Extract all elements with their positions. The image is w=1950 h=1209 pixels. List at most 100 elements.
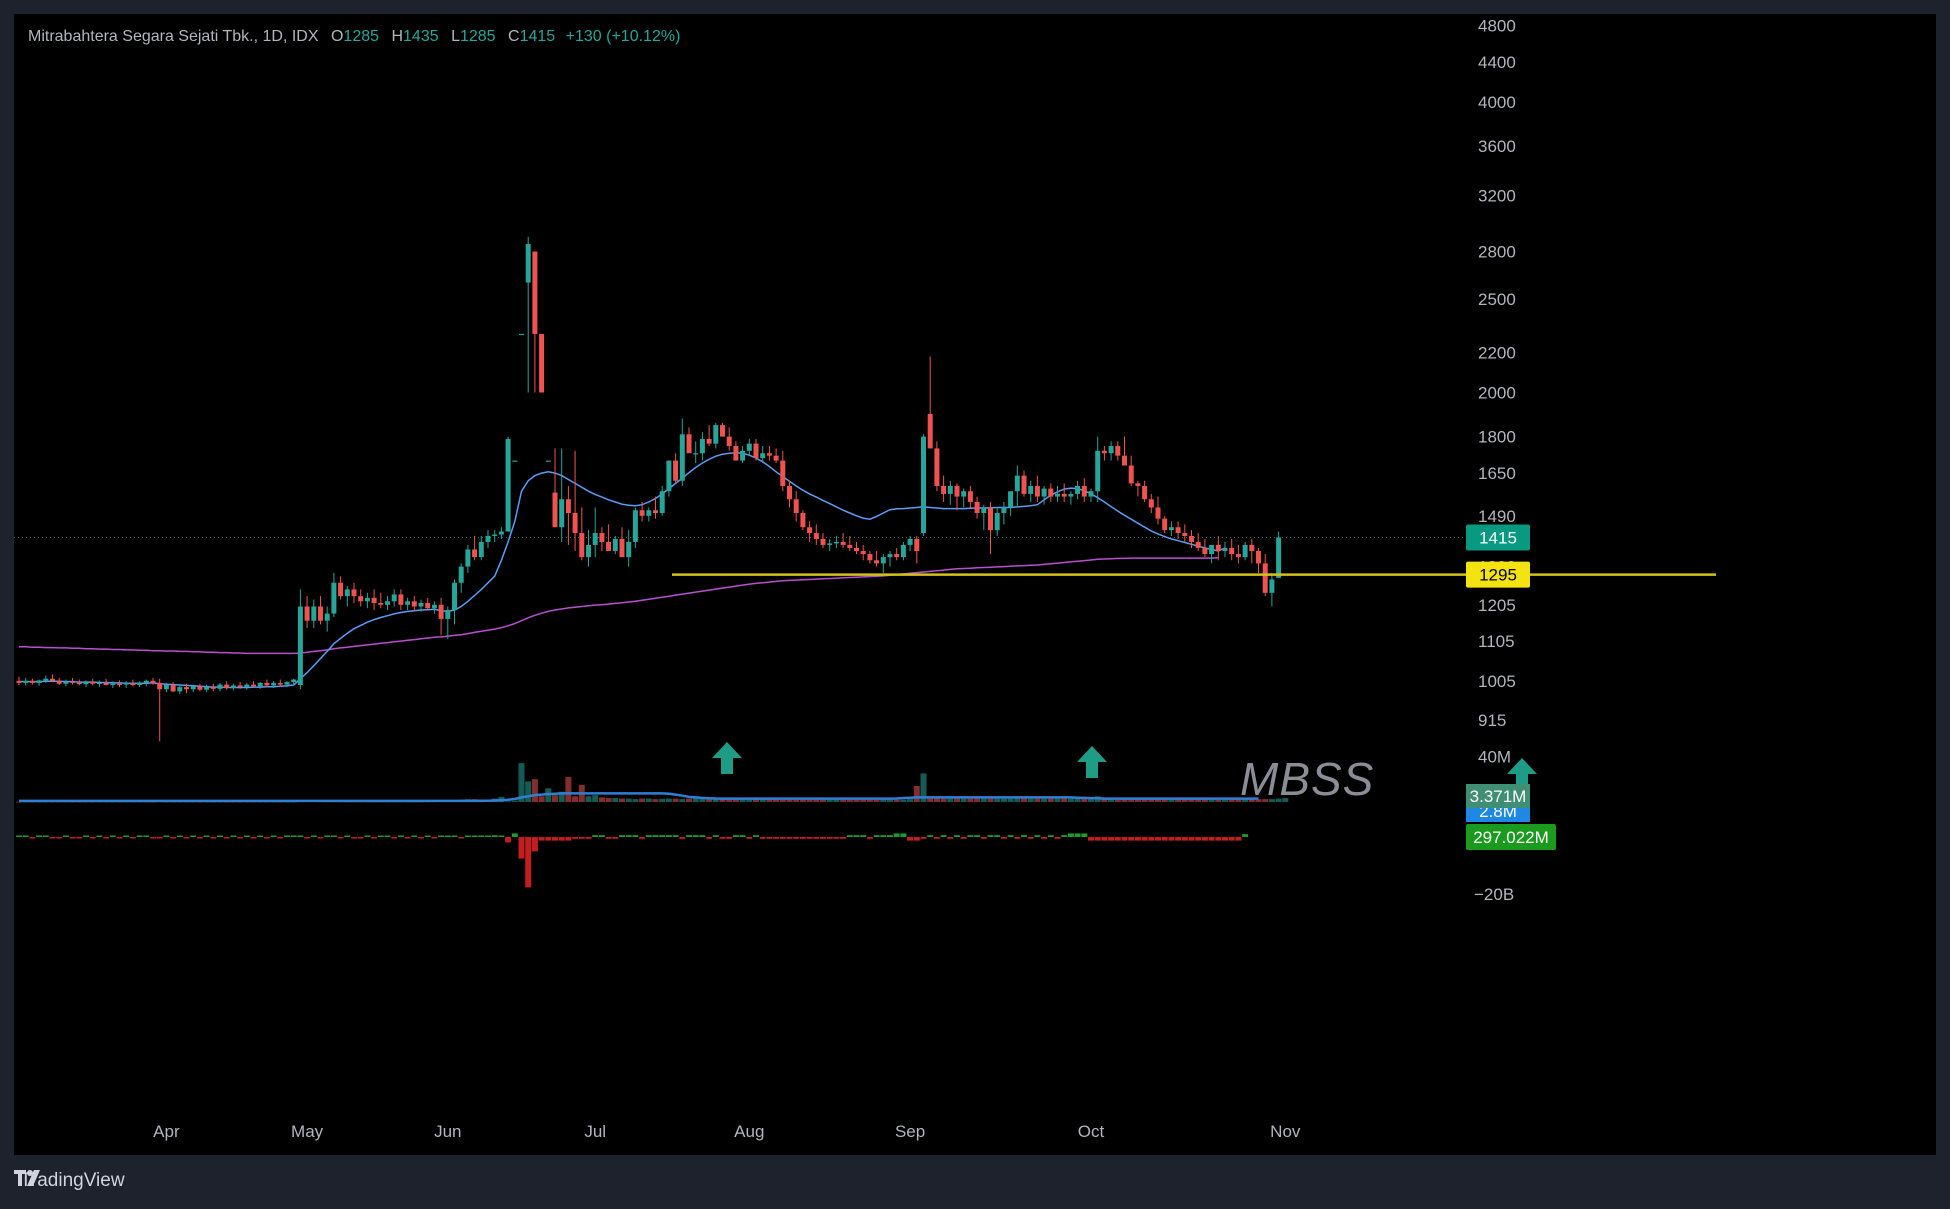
candle [96,680,102,688]
obv-bar [330,835,337,837]
candle [197,683,203,692]
volume-bar [846,799,853,802]
obv-bar [1161,837,1168,841]
candle [1028,480,1034,502]
candle [572,450,578,551]
obv-bar [217,835,223,837]
candle [1175,521,1181,539]
obv-bar [404,837,411,839]
obv-bar [438,835,445,837]
obv-bar [196,837,203,839]
candle [632,507,638,548]
volume-bar [679,799,686,802]
obv-bar [840,837,847,839]
obv-bar [1047,835,1054,837]
obv-bar [270,835,277,837]
low-label: L [451,28,460,45]
obv-last-badge-bg [1466,824,1556,850]
volume-bar [960,798,967,802]
candle-body [1276,537,1282,578]
volume-bar [746,799,753,802]
candle-body [659,491,665,514]
candle [405,597,411,611]
candle-body [36,680,42,683]
obv-bar [1222,837,1228,841]
candle [1222,541,1228,558]
candle-body [900,544,906,558]
candle [659,485,665,516]
obv-last-badge: 297.022M [1466,824,1556,850]
candle-body [23,680,29,683]
candle [1128,455,1134,486]
obv-bar [1014,837,1021,839]
obv-bar [1021,835,1027,837]
chart-panel[interactable]: 4800 4400 4000 3600 3200 2800 2500 2200 2000 1800… [14,14,1936,1155]
candle [954,483,960,511]
candle [1155,496,1161,525]
candle [385,596,390,611]
candle [586,530,591,567]
volume-bar [538,796,545,802]
obv-bar [498,835,505,837]
obv-bar [163,835,170,837]
candle-body [351,589,357,597]
candle [63,679,69,687]
candle-body [967,491,973,502]
obv-bar [947,837,954,839]
volume-bar [759,799,766,802]
candle [552,448,558,528]
candle-body [438,604,444,619]
candle [1034,475,1040,502]
obv-bar [237,837,244,839]
candle-body [1135,483,1141,486]
candle [157,678,163,742]
candle-body [1014,475,1020,492]
candle-body [143,680,149,683]
candle-body [545,460,551,462]
candle-body [1189,535,1194,542]
obv-bar [652,835,659,837]
candle-body [1148,499,1154,508]
volume-bar [585,796,592,802]
volume-bar [974,798,981,802]
candle [371,589,377,611]
candle [425,597,431,611]
candle-body [137,682,143,686]
candle [519,333,524,336]
volume-bar [1047,798,1054,802]
candle-body [854,547,859,551]
obv-bar [485,835,491,837]
candle [1235,544,1241,564]
obv-bar [116,837,123,839]
obv-bar [451,835,458,837]
obv-bar [491,835,498,837]
volume-bar [511,800,518,802]
candle [304,596,310,629]
obv-bar [150,837,156,839]
candle-body [787,485,792,500]
volume-bar [766,799,773,802]
candle [284,681,290,688]
volume-bar [1282,798,1289,802]
volume-bar [880,799,887,802]
obv-bar [1067,833,1074,837]
obv-bar [639,837,646,839]
last-price-badge-bg [1466,524,1530,551]
candle [720,422,725,437]
obv-bar [578,837,585,839]
candle-body [1182,533,1188,536]
candle [398,589,404,611]
footer-branding[interactable]: TradingView [14,1170,125,1192]
candle [545,460,551,462]
candle-body [358,596,364,602]
obv-bar [190,835,197,837]
obv-bar [458,837,465,839]
close-value: 1415 [519,28,556,45]
candle [579,507,585,561]
obv-bar [1000,837,1007,839]
chart-canvas[interactable]: 4800 4400 4000 3600 3200 2800 2500 2200 2000 1800… [14,14,1936,1155]
candle-body [552,492,558,528]
volume-bar [994,798,1001,802]
time-tick-label: Nov [1270,1122,1301,1141]
volume-bar [806,799,813,802]
